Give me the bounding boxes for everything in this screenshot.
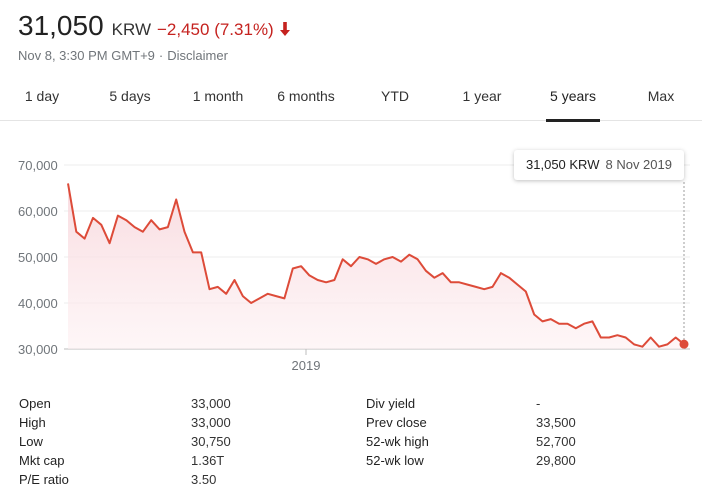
current-price: 31,050 xyxy=(18,10,104,41)
stat-label: 52-wk high xyxy=(366,434,429,449)
stat-label: P/E ratio xyxy=(19,472,69,487)
stat-label: Mkt cap xyxy=(19,453,65,468)
x-tick-label: 2019 xyxy=(292,358,321,373)
tab-ytd[interactable]: YTD xyxy=(381,88,409,104)
tab-5-days[interactable]: 5 days xyxy=(109,88,151,104)
tooltip-value: 31,050 KRW xyxy=(526,157,600,172)
stat-value: 33,000 xyxy=(191,396,231,411)
tooltip-date: 8 Nov 2019 xyxy=(605,157,672,172)
down-arrow-icon xyxy=(279,22,290,36)
price-line xyxy=(67,183,685,348)
price-change: −2,450 (7.31%) xyxy=(157,20,274,39)
y-tick-label: 70,000 xyxy=(18,158,58,173)
stat-value: 33,000 xyxy=(191,415,231,430)
stat-label: Low xyxy=(19,434,43,449)
y-tick-label: 60,000 xyxy=(18,204,58,219)
price-area xyxy=(68,183,684,349)
stat-value: 33,500 xyxy=(536,415,576,430)
timestamp: Nov 8, 3:30 PM GMT+9 xyxy=(18,48,155,63)
tab-1-year[interactable]: 1 year xyxy=(462,88,502,104)
stat-value: 29,800 xyxy=(536,453,576,468)
chart-tooltip: 31,050 KRW 8 Nov 2019 xyxy=(514,150,684,180)
currency-code: KRW xyxy=(111,20,151,39)
stat-label: High xyxy=(19,415,46,430)
stat-label: Prev close xyxy=(366,415,427,430)
stat-value: 3.50 xyxy=(191,472,217,487)
y-tick-label: 50,000 xyxy=(18,250,58,265)
tab-6-months[interactable]: 6 months xyxy=(277,88,335,104)
disclaimer-link[interactable]: Disclaimer xyxy=(167,48,228,63)
stat-label: Open xyxy=(19,396,51,411)
tab-1-day[interactable]: 1 day xyxy=(24,88,60,104)
stat-value: 30,750 xyxy=(191,434,231,449)
stat-label: Div yield xyxy=(366,396,416,411)
tab-1-month[interactable]: 1 month xyxy=(192,88,244,104)
separator: · xyxy=(158,48,164,63)
price-chart[interactable]: 70,000 60,000 50,000 40,000 30,000 2019 xyxy=(0,130,702,380)
tab-max[interactable]: Max xyxy=(647,88,675,104)
stat-label: 52-wk low xyxy=(366,453,424,468)
quote-meta: Nov 8, 3:30 PM GMT+9 · Disclaimer xyxy=(18,48,228,63)
tab-5-years[interactable]: 5 years xyxy=(546,86,600,122)
quote-header: 31,050 KRW −2,450 (7.31%) xyxy=(18,10,290,42)
stat-value: 52,700 xyxy=(536,434,576,449)
end-point-marker xyxy=(679,339,689,349)
y-tick-label: 40,000 xyxy=(18,296,58,311)
range-tabs: 1 day 5 days 1 month 6 months YTD 1 year… xyxy=(0,84,702,122)
y-tick-label: 30,000 xyxy=(18,342,58,357)
stat-value: 1.36T xyxy=(191,453,225,468)
stat-value: - xyxy=(536,396,541,411)
